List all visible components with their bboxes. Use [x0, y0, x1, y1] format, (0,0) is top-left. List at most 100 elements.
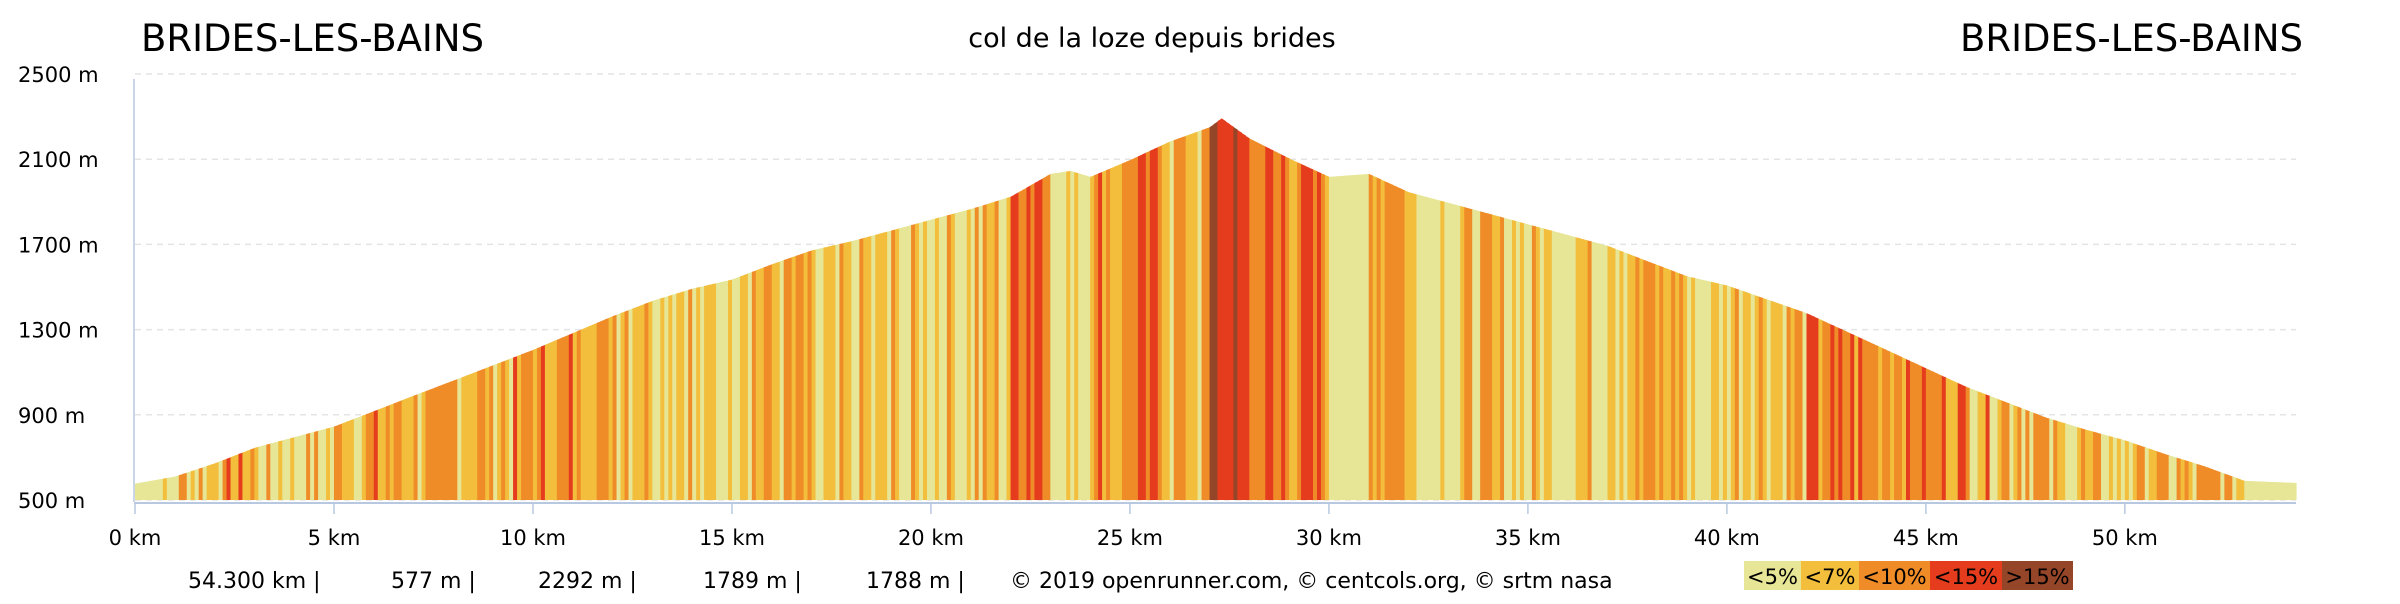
gradient-segment — [2192, 462, 2198, 500]
y-tick-label: 1700 m — [18, 233, 99, 257]
gradient-segment — [1575, 237, 1581, 500]
gradient-segment — [1639, 258, 1644, 500]
gradient-segment — [1890, 351, 1895, 500]
gradient-segment — [795, 254, 801, 500]
gradient-segment — [186, 471, 192, 500]
gradient-segment — [138, 482, 144, 500]
gradient-segment — [1380, 179, 1386, 500]
gradient-segment — [640, 303, 646, 500]
gradient-segment — [1905, 359, 1911, 500]
gradient-segment — [712, 283, 717, 500]
gradient-segment — [1714, 282, 1720, 500]
gradient-segment — [1368, 173, 1374, 500]
gradient-segment — [624, 310, 630, 500]
gradient-segment — [767, 264, 773, 500]
gradient-segment — [727, 279, 733, 500]
gradient-segment — [2081, 428, 2086, 500]
gradient-segment — [477, 369, 482, 500]
gradient-segment — [525, 351, 530, 500]
gradient-segment — [1929, 370, 1935, 500]
gradient-segment — [2017, 406, 2022, 500]
gradient-segment — [1941, 375, 1947, 500]
gradient-segment — [950, 213, 956, 500]
gradient-segment — [1882, 348, 1887, 500]
gradient-segment — [258, 445, 263, 500]
gradient-segment — [234, 454, 240, 500]
gradient-segment — [1794, 309, 1800, 500]
gradient-segment — [1878, 346, 1883, 500]
gradient-segment — [135, 482, 140, 500]
gradient-segment — [2065, 423, 2070, 500]
credits: © 2019 openrunner.com, © centcols.org, ©… — [1010, 569, 1613, 594]
gradient-segment — [2172, 456, 2178, 500]
gradient-segment — [1778, 303, 1784, 500]
gradient-segment — [540, 344, 546, 500]
gradient-segment — [2041, 415, 2046, 500]
gradient-segment — [1129, 158, 1135, 500]
legend-swatch — [1744, 561, 1801, 590]
gradient-segment — [310, 431, 315, 500]
gradient-segment — [278, 440, 283, 500]
gradient-segment — [1937, 373, 1943, 500]
gradient-segment — [2220, 472, 2225, 500]
gradient-segment — [1858, 337, 1863, 500]
gradient-segment — [799, 253, 805, 500]
gradient-segment — [1511, 220, 1517, 500]
y-tick-label: 900 m — [18, 404, 85, 428]
gradient-segment — [1217, 118, 1223, 500]
gradient-segment — [481, 368, 486, 500]
gradient-segment — [787, 257, 793, 500]
gradient-segment — [1547, 229, 1553, 500]
gradient-segment — [1460, 206, 1465, 500]
gradient-segment — [1245, 135, 1250, 500]
gradient-segment — [839, 243, 844, 500]
gradient-segment — [369, 411, 375, 500]
gradient-segment — [688, 288, 693, 500]
gradient-segment — [1364, 173, 1370, 500]
y-axis-labels: 500 m 900 m 1300 m 1700 m 2100 m 2500 m — [18, 63, 99, 513]
gradient-segment — [2268, 481, 2273, 500]
gradient-segment — [497, 362, 502, 500]
gradient-segment — [1695, 278, 1700, 500]
gradient-segment — [469, 372, 474, 500]
gradient-segment — [1042, 176, 1047, 501]
gradient-segment — [1464, 207, 1469, 500]
gradient-segment — [2069, 424, 2074, 500]
gradient-segment — [433, 386, 439, 500]
gradient-segment — [1305, 165, 1310, 501]
gradient-segment — [1655, 264, 1660, 500]
gradient-segment — [2093, 431, 2098, 500]
gradient-segment — [1436, 199, 1441, 501]
gradient-segment — [1428, 197, 1433, 501]
gradient-segment — [1006, 196, 1012, 501]
gradient-segment — [254, 446, 259, 500]
x-tick-label: 40 km — [1694, 526, 1760, 550]
gradient-segment — [1754, 295, 1760, 500]
gradient-segment — [1149, 148, 1155, 500]
gradient-segment — [1201, 128, 1207, 500]
gradient-segment — [2208, 467, 2214, 500]
gradient-segment — [1301, 164, 1306, 500]
gradient-segment — [576, 329, 582, 500]
gradient-segment — [1189, 132, 1195, 500]
gradient-segment — [1806, 313, 1812, 500]
gradient-segment — [2029, 411, 2034, 500]
gradient-segment — [1205, 127, 1211, 500]
gradient-segment — [337, 423, 343, 500]
gradient-segment — [1659, 265, 1664, 500]
gradient-segment — [1034, 180, 1040, 500]
gradient-segment — [1710, 281, 1716, 500]
gradient-segment — [779, 260, 785, 500]
gradient-segment — [966, 209, 972, 501]
gradient-segment — [1412, 193, 1418, 500]
gradient-segment — [345, 420, 351, 500]
gradient-segment — [290, 437, 295, 500]
gradient-segment — [178, 473, 184, 500]
gradient-segment — [397, 400, 403, 500]
gradient-segment — [401, 398, 407, 500]
gradient-segment — [636, 305, 642, 500]
gradient-segment — [501, 360, 506, 500]
gradient-segment — [190, 469, 196, 500]
gradient-stripes — [135, 118, 2297, 501]
